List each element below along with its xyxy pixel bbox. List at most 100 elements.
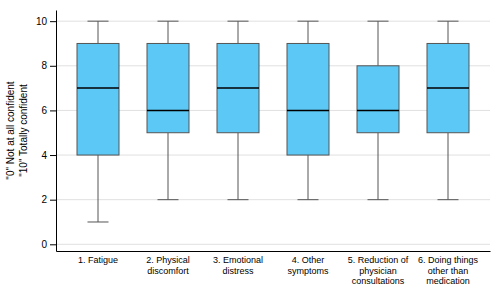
y-axis-title-line: "0" Not at all confident [5,81,16,179]
box-group [77,21,119,222]
tick-label-line: 3. Emotional [213,255,263,265]
tick-label: 2. Physicaldiscomfort [146,255,190,275]
upper-cap [368,21,389,22]
tick-label-line: distress [222,266,254,276]
tick-label: 6 [41,105,47,116]
upper-cap [88,21,109,22]
box [147,43,189,132]
lower-whisker [308,155,309,200]
x-axis: 1. Fatigue 2. Physicaldiscomfort 3. Emotio… [57,252,491,287]
lower-whisker [238,133,239,200]
tick-label: 2 [41,194,47,205]
median [357,110,399,112]
tick-label: 4 [41,150,47,161]
upper-whisker [308,21,309,43]
tick-mark [50,110,56,111]
tick-label: 6. Doing thingsother thanmedication [418,255,479,286]
tick: 3. Emotionaldistress [213,255,263,275]
tick-label-line: symptoms [287,266,329,276]
median [287,110,329,112]
tick-label: 4. Othersymptoms [287,255,329,275]
grid-line [56,244,490,245]
upper-cap [158,21,179,22]
upper-whisker [98,21,99,43]
plot: 0 2 4 6 8 10 1. Fatigue 2. Physicaldiscomfort 3.… [36,11,491,287]
tick: 6. Doing thingsother thanmedication [418,255,479,286]
tick-mark [50,155,56,156]
lower-cap [158,199,179,200]
median [147,110,189,112]
y-axis-title-line: "10" Totally confident [18,84,29,177]
tick-label: 0 [41,239,47,250]
tick: 6 [41,105,56,116]
grid-line [56,199,490,200]
box-group [147,21,189,200]
lower-whisker [98,155,99,222]
tick: 4 [41,150,56,161]
lower-cap [368,199,389,200]
tick-label-line: 5. Reduction of [348,255,409,265]
grid-line [56,21,490,22]
tick-label-line: other than [428,266,469,276]
lower-cap [88,221,109,222]
tick-mark [50,200,56,201]
grid-line [56,110,490,111]
upper-cap [228,21,249,22]
box-group [217,21,259,200]
tick: 0 [41,239,56,250]
tick-label-line: 2. Physical [146,255,190,265]
lower-cap [228,199,249,200]
median [427,87,469,89]
tick: 5. Reduction ofphysicianconsultations [348,255,409,286]
tick-label: 3. Emotionaldistress [213,255,263,275]
box [357,66,399,133]
upper-cap [438,21,459,22]
tick-label: 10 [36,16,48,27]
upper-cap [298,21,319,22]
tick: 4. Othersymptoms [287,255,329,275]
tick-label-line: 1. Fatigue [78,255,118,265]
grid-line [56,155,490,156]
lower-whisker [378,133,379,200]
upper-whisker [238,21,239,43]
grid [56,21,490,244]
box-group [287,21,329,200]
upper-whisker [168,21,169,43]
tick-label: 5. Reduction ofphysicianconsultations [348,255,409,286]
tick-mark [50,66,56,67]
y-axis: 0 2 4 6 8 10 [36,11,57,252]
upper-whisker [448,21,449,43]
box [287,43,329,155]
boxes [77,21,469,222]
tick-label-line: medication [426,276,470,286]
tick: 8 [41,60,56,71]
box [217,43,259,132]
tick: 2. Physicaldiscomfort [146,255,190,275]
tick-label-line: discomfort [147,266,189,276]
tick-label: 1. Fatigue [78,255,118,265]
box [427,43,469,132]
box-group [357,21,399,200]
box-group [427,21,469,200]
median [77,87,119,89]
tick: 1. Fatigue [78,255,118,265]
axis-line [56,11,57,252]
tick-label-line: 6. Doing things [418,255,479,265]
median [217,87,259,89]
tick-mark [50,21,56,22]
tick-label: 8 [41,60,47,71]
lower-cap [438,199,459,200]
upper-whisker [378,21,379,66]
tick: 10 [36,16,56,27]
lower-whisker [448,133,449,200]
y-axis-title: "0" Not at all confident"10" Totally con… [5,81,29,179]
tick-label-line: consultations [352,276,405,286]
tick: 2 [41,194,56,205]
lower-whisker [168,133,169,200]
tick-mark [50,244,56,245]
tick-label-line: 4. Other [292,255,325,265]
lower-cap [298,199,319,200]
chart: 0 2 4 6 8 10 1. Fatigue 2. Physicaldiscomfort 3.… [0,0,500,297]
axis-line [57,251,491,252]
tick-label-line: physician [359,266,397,276]
